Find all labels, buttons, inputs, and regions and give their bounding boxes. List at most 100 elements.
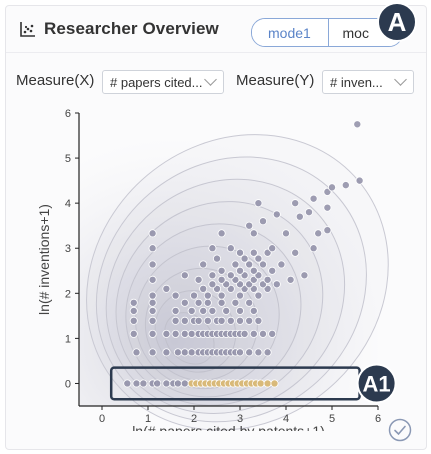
scatter-point[interactable]	[162, 348, 171, 357]
scatter-point[interactable]	[231, 260, 240, 269]
scatter-point[interactable]	[235, 248, 244, 257]
scatter-point[interactable]	[323, 203, 332, 212]
scatter-point[interactable]	[208, 244, 217, 253]
scatter-point[interactable]	[148, 329, 157, 338]
scatter-point[interactable]	[203, 298, 212, 307]
scatter-point[interactable]	[173, 348, 182, 357]
scatter-point[interactable]	[249, 248, 258, 257]
scatter-point[interactable]	[123, 379, 132, 388]
scatter-point[interactable]	[245, 260, 254, 269]
scatter-point[interactable]	[226, 316, 235, 325]
scatter-point[interactable]	[249, 229, 258, 238]
scatter-point[interactable]	[129, 329, 138, 338]
scatter-point[interactable]	[217, 316, 226, 325]
scatter-point[interactable]	[217, 266, 226, 275]
scatter-point[interactable]	[187, 306, 196, 315]
scatter-point[interactable]	[235, 306, 244, 315]
scatter-point[interactable]	[226, 271, 235, 280]
scatter-point[interactable]	[148, 229, 157, 238]
scatter-point[interactable]	[199, 260, 208, 269]
scatter-point[interactable]	[162, 329, 171, 338]
scatter-point[interactable]	[208, 271, 217, 280]
scatter-point[interactable]	[268, 244, 277, 253]
scatter-point[interactable]	[245, 316, 254, 325]
scatter-point[interactable]	[139, 379, 148, 388]
scatter-point[interactable]	[272, 210, 281, 219]
measure-x-select[interactable]: # papers cited...	[102, 70, 224, 94]
scatter-point[interactable]	[194, 275, 203, 284]
scatter-point[interactable]	[187, 329, 196, 338]
scatter-point[interactable]	[249, 266, 258, 275]
scatter-point[interactable]	[180, 348, 189, 357]
scatter-point[interactable]	[235, 348, 244, 357]
scatter-point[interactable]	[277, 260, 286, 269]
scatter-point[interactable]	[272, 280, 281, 289]
scatter-point[interactable]	[254, 199, 263, 208]
scatter-point[interactable]	[180, 316, 189, 325]
scatter-point[interactable]	[187, 348, 196, 357]
scatter-point[interactable]	[148, 291, 157, 300]
scatter-point[interactable]	[295, 212, 304, 221]
scatter-point[interactable]	[129, 306, 138, 315]
scatter-point[interactable]	[240, 329, 249, 338]
scatter-point[interactable]	[235, 266, 244, 275]
measure-y-select[interactable]: # inven...	[322, 70, 414, 94]
scatter-point[interactable]	[148, 316, 157, 325]
scatter-point[interactable]	[254, 348, 263, 357]
mode1-button[interactable]: mode1	[252, 19, 328, 46]
scatter-point[interactable]	[153, 379, 162, 388]
scatter-point[interactable]	[268, 329, 277, 338]
scatter-point[interactable]	[235, 316, 244, 325]
highlight-region[interactable]: A1	[109, 363, 397, 404]
scatter-point[interactable]	[240, 254, 249, 263]
scatter-point[interactable]	[258, 329, 267, 338]
scatter-point[interactable]	[217, 291, 226, 300]
check-circle-icon[interactable]	[388, 418, 412, 442]
scatter-point[interactable]	[148, 298, 157, 307]
scatter-point[interactable]	[254, 254, 263, 263]
scatter-point[interactable]	[286, 275, 295, 284]
scatter-point[interactable]	[355, 176, 364, 185]
scatter-point[interactable]	[231, 298, 240, 307]
scatter-point[interactable]	[258, 217, 267, 226]
scatter-point[interactable]	[258, 260, 267, 269]
scatter-point[interactable]	[189, 291, 198, 300]
scatter-point[interactable]	[222, 306, 231, 315]
scatter-point[interactable]	[148, 260, 157, 269]
scatter-point[interactable]	[162, 379, 171, 388]
scatter-point[interactable]	[270, 379, 279, 388]
scatter-point[interactable]	[263, 275, 272, 284]
scatter-point[interactable]	[180, 379, 189, 388]
scatter-point[interactable]	[304, 208, 313, 217]
scatter-point[interactable]	[263, 379, 272, 388]
scatter-point[interactable]	[256, 379, 265, 388]
scatter-point[interactable]	[245, 348, 254, 357]
scatter-point[interactable]	[148, 348, 157, 357]
scatter-point[interactable]	[217, 298, 226, 307]
scatter-point[interactable]	[263, 348, 272, 357]
scatter-point[interactable]	[171, 291, 180, 300]
scatter-point[interactable]	[217, 229, 226, 238]
scatter-point[interactable]	[208, 280, 217, 289]
scatter-point[interactable]	[194, 316, 203, 325]
scatter-point[interactable]	[199, 284, 208, 293]
scatter-point[interactable]	[254, 316, 263, 325]
scatter-point[interactable]	[249, 329, 258, 338]
scatter-point[interactable]	[180, 329, 189, 338]
scatter-point[interactable]	[353, 120, 362, 129]
scatter-chart[interactable]: 0 1 2 3 4 5 6 0 1 2 3 4 5 6 A1 ln(# papers cited by p…	[6, 101, 426, 431]
scatter-point[interactable]	[300, 271, 309, 280]
scatter-point[interactable]	[245, 298, 254, 307]
scatter-point[interactable]	[309, 244, 318, 253]
scatter-point[interactable]	[173, 379, 182, 388]
scatter-point[interactable]	[245, 221, 254, 230]
scatter-point[interactable]	[254, 291, 263, 300]
scatter-point[interactable]	[148, 306, 157, 315]
scatter-point[interactable]	[212, 254, 221, 263]
scatter-point[interactable]	[291, 199, 300, 208]
scatter-point[interactable]	[171, 306, 180, 315]
scatter-point[interactable]	[281, 229, 290, 238]
scatter-point[interactable]	[309, 194, 318, 203]
scatter-point[interactable]	[129, 298, 138, 307]
scatter-point[interactable]	[132, 379, 141, 388]
